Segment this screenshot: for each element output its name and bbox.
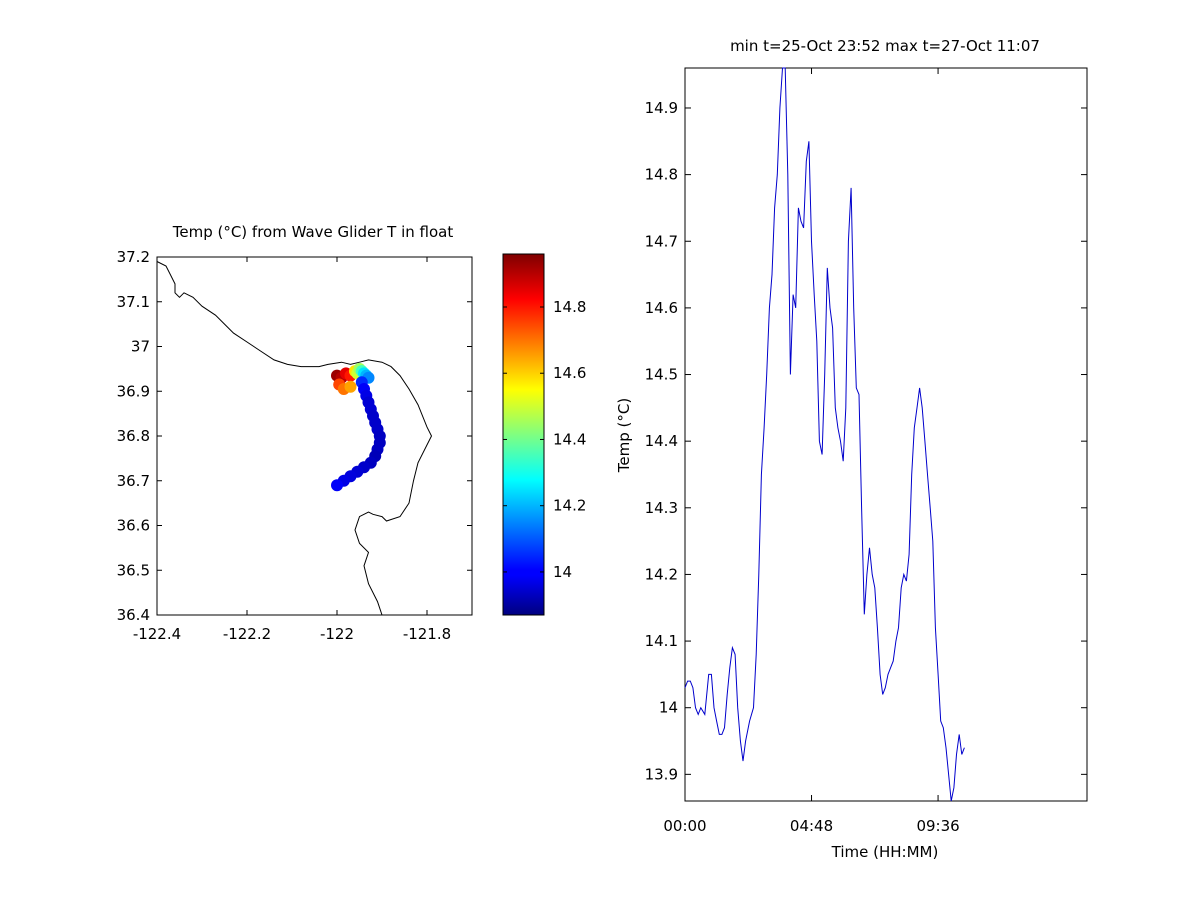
map-y-tick-label: 36.7 <box>117 472 150 490</box>
map-y-tick-label: 36.8 <box>117 427 150 445</box>
map-y-tick-label: 36.4 <box>117 606 150 624</box>
timeseries-y-tick-label: 14.4 <box>645 432 678 450</box>
timeseries-y-tick-label: 14.6 <box>645 299 678 317</box>
timeseries-y-tick-label: 13.9 <box>645 765 678 783</box>
timeseries-panel: min t=25-Oct 23:52 max t=27-Oct 11:07 00… <box>615 37 1088 861</box>
map-y-ticks: 36.4 36.5 36.6 36.7 36.8 36.9 37 37.1 37.2 <box>117 248 472 624</box>
timeseries-y-label: Temp (°C) <box>615 398 633 473</box>
colorbar-gradient <box>502 253 545 616</box>
timeseries-y-tick-label: 14.3 <box>645 499 678 517</box>
colorbar-tick-label: 14.8 <box>553 298 586 316</box>
timeseries-y-tick-label: 14.1 <box>645 632 678 650</box>
map-x-tick-label: -121.8 <box>403 625 451 643</box>
track-points-layer <box>331 362 386 492</box>
map-panel: Temp (°C) from Wave Glider T in float -1… <box>117 223 473 643</box>
map-y-tick-label: 36.9 <box>117 382 150 400</box>
coastline-layer <box>156 261 433 616</box>
map-title: Temp (°C) from Wave Glider T in float <box>172 223 454 241</box>
timeseries-x-tick-label: 09:36 <box>916 817 959 835</box>
timeseries-y-tick-label: 14.9 <box>645 99 678 117</box>
colorbar-tick-label: 14.2 <box>553 497 586 515</box>
track-point <box>331 479 343 492</box>
map-axes-box <box>156 256 473 616</box>
timeseries-y-tick-label: 14.2 <box>645 565 678 583</box>
timeseries-y-tick-label: 14.7 <box>645 232 678 250</box>
map-x-tick-label: -122.2 <box>223 625 271 643</box>
timeseries-title: min t=25-Oct 23:52 max t=27-Oct 11:07 <box>730 37 1040 55</box>
map-y-tick-label: 37.2 <box>117 248 150 266</box>
map-x-tick-label: -122.4 <box>133 625 181 643</box>
track-point <box>344 380 357 393</box>
temp-series-layer <box>684 67 965 802</box>
timeseries-x-ticks: 00:00 04:48 09:36 <box>663 68 960 835</box>
timeseries-x-tick-label: 04:48 <box>790 817 833 835</box>
map-y-tick-label: 37.1 <box>117 293 150 311</box>
timeseries-axes-box <box>684 67 1088 802</box>
map-x-tick-label: -122 <box>320 625 354 643</box>
map-y-tick-label: 37 <box>131 338 150 356</box>
timeseries-y-tick-label: 14.5 <box>645 366 678 384</box>
colorbar: 14 14.2 14.4 14.6 14.8 <box>502 253 586 616</box>
colorbar-tick-label: 14 <box>553 563 572 581</box>
timeseries-y-ticks: 13.9 14 14.1 14.2 14.3 14.4 14.5 14.6 14.7 14.8 14… <box>645 99 1087 783</box>
colorbar-tick-label: 14.6 <box>553 364 586 382</box>
colorbar-ticks: 14 14.2 14.4 14.6 14.8 <box>503 298 586 581</box>
temp-series-line <box>684 67 965 802</box>
timeseries-y-tick-label: 14.8 <box>645 166 678 184</box>
map-y-tick-label: 36.6 <box>117 517 150 535</box>
map-x-ticks: -122.4 -122.2 -122 -121.8 <box>133 257 451 643</box>
coastline <box>156 261 433 616</box>
timeseries-y-tick-label: 14 <box>659 699 678 717</box>
map-y-tick-label: 36.5 <box>117 561 150 579</box>
timeseries-x-tick-label: 00:00 <box>663 817 706 835</box>
timeseries-x-label: Time (HH:MM) <box>831 843 939 861</box>
colorbar-tick-label: 14.4 <box>553 430 586 448</box>
